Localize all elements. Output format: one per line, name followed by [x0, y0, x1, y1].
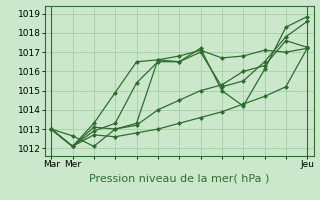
- X-axis label: Pression niveau de la mer( hPa ): Pression niveau de la mer( hPa ): [89, 173, 269, 183]
